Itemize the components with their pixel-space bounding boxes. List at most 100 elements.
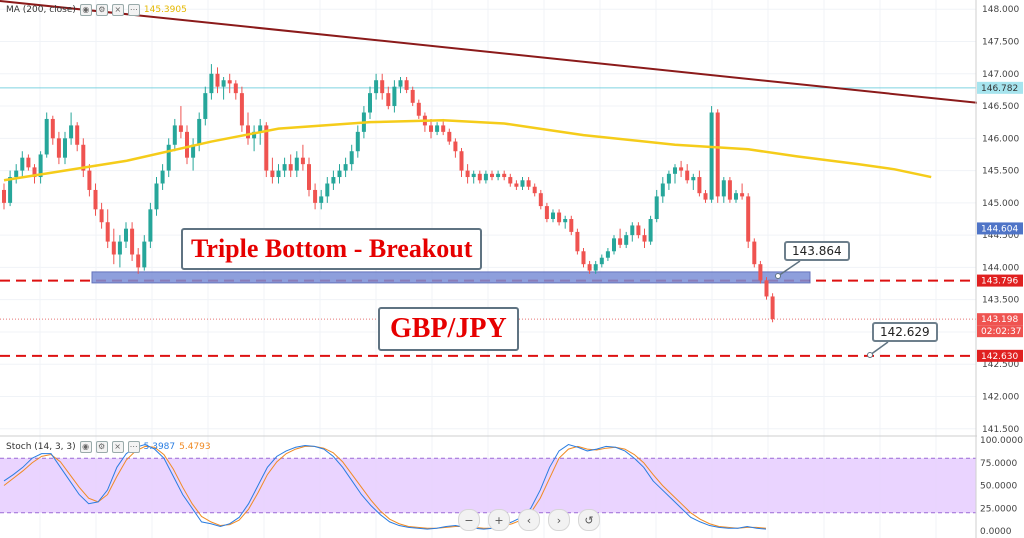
close-icon[interactable]: × <box>111 4 124 16</box>
candle-body <box>252 131 257 139</box>
stoch-tick-label: 100.0000 <box>980 436 1023 446</box>
target-price-label[interactable]: 142.629 <box>872 322 938 342</box>
eye-icon[interactable]: ◉ <box>79 4 92 16</box>
target-price-text: 142.629 <box>880 325 930 339</box>
candle-body <box>282 164 287 171</box>
target-pointer <box>869 341 889 356</box>
candle-body <box>197 118 202 145</box>
headline-callout[interactable]: Triple Bottom - Breakout <box>181 228 483 270</box>
settings-icon[interactable]: ⚙ <box>95 441 108 453</box>
stoch-axis: 100.0000 75.0000 50.0000 25.0000 0.0000 <box>980 436 1023 537</box>
price-tag-label: 144.604 <box>981 224 1018 234</box>
candle-body <box>502 173 507 178</box>
candle-body <box>142 241 147 268</box>
candle-body <box>630 225 635 236</box>
candle-body <box>471 173 476 178</box>
stoch-tick-label: 75.0000 <box>980 459 1017 469</box>
more-icon[interactable]: ⋯ <box>127 441 140 453</box>
candle-body <box>404 80 409 90</box>
candle-body <box>496 173 501 178</box>
candle-body <box>654 196 659 219</box>
candle-body <box>673 167 677 174</box>
candle-body <box>715 112 720 197</box>
candle-body <box>319 196 324 203</box>
candle-body <box>8 177 13 203</box>
candle-body <box>215 73 220 87</box>
candle-body <box>526 180 531 187</box>
stoch-legend: Stoch (14, 3, 3) ◉ ⚙ × ⋯ 5.3987 5.4793 <box>6 441 211 453</box>
candle-body <box>477 173 482 181</box>
settings-icon[interactable]: ⚙ <box>95 4 108 16</box>
price-tag <box>977 349 1023 362</box>
ma-200-line <box>3 118 932 182</box>
candle-body <box>14 170 19 178</box>
price-tick-label: 145.500 <box>982 167 1019 177</box>
candle-body <box>721 180 726 197</box>
candle-body <box>56 138 61 158</box>
candle-body <box>63 138 67 158</box>
eye-icon[interactable]: ◉ <box>79 441 92 453</box>
price-tag-label: 143.198 <box>981 315 1018 325</box>
candle-body <box>313 189 318 203</box>
candle-body <box>288 164 293 171</box>
candle-body <box>734 193 738 200</box>
candle-body <box>343 164 348 171</box>
candle-body <box>508 177 513 184</box>
ma-legend-value: 145.3905 <box>143 5 187 15</box>
candle-body <box>575 231 580 252</box>
candle-body <box>648 219 653 242</box>
candle-body <box>514 183 519 187</box>
candle-body <box>618 238 623 245</box>
close-icon[interactable]: × <box>111 441 124 453</box>
candle-body <box>349 151 354 165</box>
price-axis: 148.000 147.500 147.000 146.500 146.000 145.5… <box>977 0 1024 538</box>
candle-body <box>81 144 86 171</box>
candle-body <box>483 173 488 181</box>
chevron-left-icon[interactable]: ‹ <box>518 509 540 531</box>
candle-body <box>331 177 336 184</box>
candle-body <box>587 264 592 271</box>
candle-body <box>691 177 696 181</box>
support-zone[interactable] <box>91 271 811 284</box>
more-icon[interactable]: ⋯ <box>127 4 140 16</box>
candle-body <box>447 131 452 142</box>
candle-body <box>758 264 763 281</box>
candle-body <box>44 118 49 155</box>
price-tag <box>977 81 1023 94</box>
candle-body <box>599 257 604 265</box>
candle-body <box>264 125 269 171</box>
minus-icon[interactable]: − <box>458 509 480 531</box>
candle-body <box>111 241 116 255</box>
pair-callout[interactable]: GBP/JPY <box>378 307 519 351</box>
candle-body <box>227 80 232 84</box>
chevron-right-icon[interactable]: › <box>548 509 570 531</box>
price-tick-label: 147.000 <box>982 70 1019 80</box>
candle-body <box>563 219 568 223</box>
candle-body <box>746 196 751 242</box>
candle-body <box>441 125 446 132</box>
trendline[interactable] <box>0 0 1024 158</box>
candle-body <box>307 164 311 190</box>
candle-body <box>685 170 690 181</box>
price-tick-label: 144.000 <box>982 263 1019 273</box>
plus-icon[interactable]: + <box>488 509 510 531</box>
candle-body <box>221 80 226 87</box>
price-tick-label: 141.500 <box>982 425 1019 435</box>
candle-body <box>557 212 562 223</box>
candle-body <box>26 157 31 168</box>
candle-body <box>459 151 464 171</box>
candle-body <box>148 209 153 242</box>
candle-body <box>490 173 494 178</box>
reset-icon[interactable]: ↺ <box>578 509 600 531</box>
target-anchor <box>867 352 873 358</box>
stoch-tick-label: 50.0000 <box>980 482 1017 492</box>
candle-body <box>355 131 360 152</box>
price-tag <box>977 274 1023 287</box>
support-price-label[interactable]: 143.864 <box>784 241 850 261</box>
candle-body <box>337 170 342 178</box>
candle-body <box>117 241 122 255</box>
candle-body <box>38 154 43 178</box>
candle-body <box>325 183 330 197</box>
candle-body <box>624 235 629 245</box>
